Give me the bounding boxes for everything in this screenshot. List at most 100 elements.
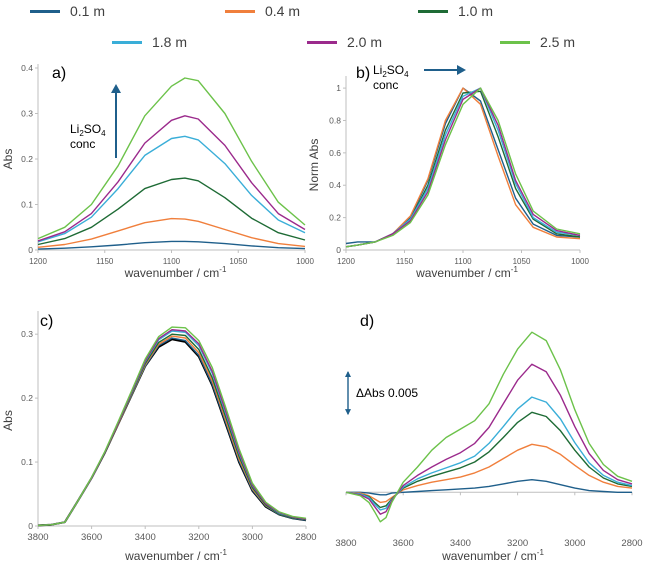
annotation-part: SO bbox=[84, 122, 101, 136]
annotation-part: 4 bbox=[404, 70, 409, 79]
legend-item: 2.5 m bbox=[500, 34, 575, 50]
series-line bbox=[37, 335, 307, 527]
annotation-part: SO bbox=[387, 63, 404, 77]
x-tick-label: 3400 bbox=[135, 532, 156, 543]
legend-item: 1.8 m bbox=[112, 34, 187, 50]
x-tick-label: 1000 bbox=[296, 257, 314, 266]
x-axis-label-sup: -1 bbox=[537, 548, 545, 557]
x-tick-label: 3600 bbox=[81, 532, 102, 543]
legend-swatch bbox=[225, 9, 255, 13]
x-tick-label: 3400 bbox=[450, 538, 471, 549]
y-tick-label: 0 bbox=[28, 245, 33, 255]
x-tick-label: 3800 bbox=[27, 532, 48, 543]
legend-item: 0.1 m bbox=[30, 3, 105, 19]
y-tick-label: 0.2 bbox=[21, 154, 33, 164]
x-tick-label: 1100 bbox=[163, 257, 181, 266]
series-line bbox=[345, 396, 633, 511]
legend: 0.1 m 0.4 m 1.0 m 1.8 m 2.0 m 2.5 m bbox=[0, 0, 646, 60]
legend-swatch bbox=[418, 9, 448, 13]
x-axis-label: wavenumber / cm-1 bbox=[415, 265, 518, 280]
series-line bbox=[37, 337, 307, 527]
x-tick-label: 2800 bbox=[621, 538, 642, 549]
y-tick-label: 0.6 bbox=[329, 148, 341, 158]
y-tick-label: 0.3 bbox=[21, 109, 33, 119]
series-line bbox=[37, 115, 306, 242]
y-tick-label: 0.1 bbox=[21, 200, 33, 210]
y-tick-label: 1 bbox=[336, 83, 341, 93]
y-tick-label: 0 bbox=[28, 521, 33, 531]
y-tick-label: 0.2 bbox=[329, 213, 341, 223]
legend-swatch bbox=[30, 9, 60, 13]
series-line bbox=[37, 135, 306, 243]
series-line bbox=[37, 329, 307, 527]
y-axis-label: Abs bbox=[1, 410, 15, 431]
x-axis-label-sup: -1 bbox=[511, 265, 519, 274]
x-tick-label: 3200 bbox=[188, 532, 209, 543]
series-line bbox=[345, 90, 581, 248]
panel-label: c) bbox=[40, 313, 53, 330]
y-tick-label: 0.8 bbox=[329, 115, 341, 125]
legend-swatch bbox=[112, 40, 142, 44]
chart-2: 3800 3600 3400 3200 3000 2800 0 0.1 0.2 0.3 c) wave… bbox=[1, 311, 317, 563]
y-tick-label: 0.4 bbox=[21, 63, 33, 73]
x-tick-label: 1200 bbox=[29, 257, 47, 266]
legend-label: 2.5 m bbox=[540, 34, 576, 50]
panel-label: b) bbox=[356, 65, 370, 82]
x-tick-label: 1050 bbox=[513, 257, 531, 266]
annotation-part: Li bbox=[373, 63, 382, 77]
legend-item: 2.0 m bbox=[307, 34, 382, 50]
x-axis-label: wavenumber / cm-1 bbox=[124, 265, 227, 280]
annotation-part: Li bbox=[70, 122, 79, 136]
annotation-text: conc bbox=[373, 78, 398, 92]
y-axis-label: Norm Abs bbox=[307, 139, 321, 192]
arrow-head-icon bbox=[457, 65, 466, 75]
scalebar-arrow-icon bbox=[345, 409, 351, 416]
scalebar-arrow-icon bbox=[345, 371, 351, 377]
annotation-part: 2 bbox=[79, 129, 84, 138]
series-line bbox=[345, 443, 633, 504]
chart-0: 1200 1150 1100 1050 1000 0 0.1 0.2 0.3 0.4 a) waven… bbox=[1, 63, 314, 280]
legend-label: 1.0 m bbox=[458, 3, 494, 19]
legend-label: 1.8 m bbox=[152, 34, 188, 50]
x-axis-label: wavenumber / cm-1 bbox=[124, 548, 227, 563]
legend-swatch bbox=[500, 40, 530, 44]
x-tick-label: 1000 bbox=[571, 257, 589, 266]
legend-label: 2.0 m bbox=[347, 34, 383, 50]
annotation-part: 2 bbox=[382, 70, 387, 79]
x-tick-label: 3600 bbox=[393, 538, 414, 549]
chart-1: 1200 1150 1100 1050 1000 0 0.2 0.4 0.6 0.8 1 b) wave… bbox=[307, 63, 589, 280]
y-tick-label: 0.3 bbox=[21, 329, 33, 339]
series-line bbox=[345, 87, 581, 248]
x-tick-label: 3000 bbox=[564, 538, 585, 549]
series-line bbox=[37, 240, 306, 250]
series-line bbox=[37, 326, 307, 527]
series-line bbox=[37, 338, 307, 527]
series-line bbox=[345, 411, 633, 509]
x-tick-label: 1150 bbox=[96, 257, 114, 266]
x-tick-label: 3200 bbox=[507, 538, 528, 549]
annotation-text: Li2SO4 bbox=[373, 63, 409, 79]
series-line bbox=[346, 479, 632, 496]
legend-label: 0.4 m bbox=[265, 3, 301, 19]
y-tick-label: 0.2 bbox=[21, 393, 33, 403]
x-tick-label: 2800 bbox=[295, 532, 316, 543]
panel-label: d) bbox=[360, 313, 374, 330]
series-line bbox=[37, 77, 306, 240]
series-line bbox=[37, 333, 307, 527]
x-axis-label-sup: -1 bbox=[219, 265, 227, 274]
legend-item: 0.4 m bbox=[225, 3, 300, 19]
x-tick-label: 3800 bbox=[335, 538, 356, 549]
x-tick-label: 1200 bbox=[337, 257, 355, 266]
series-line bbox=[345, 363, 633, 515]
x-tick-label: 1100 bbox=[454, 257, 472, 266]
chart-3: 3800 3600 3400 3200 3000 2800 d) wavenumber / c… bbox=[335, 313, 642, 563]
y-tick-label: 0.4 bbox=[329, 180, 341, 190]
x-tick-label: 1150 bbox=[396, 257, 414, 266]
arrow-head-icon bbox=[111, 84, 121, 93]
panel-label: a) bbox=[52, 65, 66, 82]
legend-label: 0.1 m bbox=[70, 3, 106, 19]
scalebar-label: ΔAbs 0.005 bbox=[356, 386, 418, 400]
series-line bbox=[37, 217, 306, 248]
annotation-text: conc bbox=[70, 137, 95, 151]
y-tick-label: 0.1 bbox=[21, 457, 33, 467]
